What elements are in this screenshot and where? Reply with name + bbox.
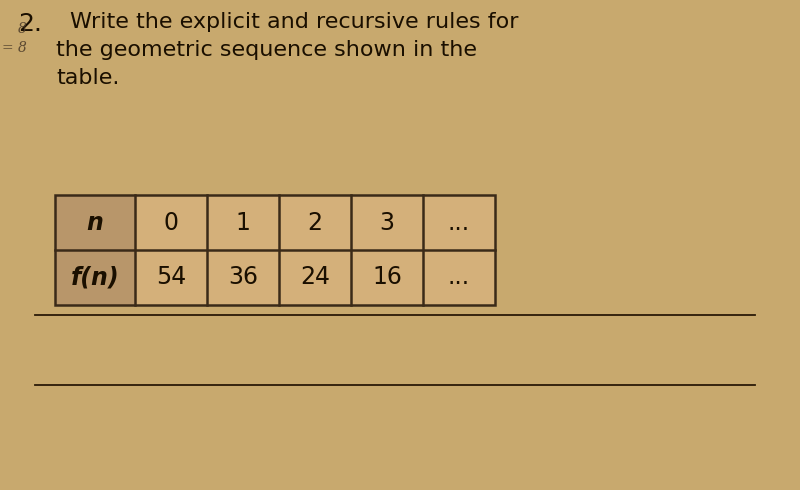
Text: f(n): f(n) bbox=[70, 266, 119, 290]
Bar bbox=[55, 195, 495, 305]
Text: ...: ... bbox=[448, 266, 470, 290]
Text: n: n bbox=[86, 211, 103, 235]
Text: 36: 36 bbox=[228, 266, 258, 290]
Bar bbox=[55, 195, 495, 305]
Text: 1: 1 bbox=[235, 211, 250, 235]
Text: 0: 0 bbox=[163, 211, 178, 235]
Text: 3: 3 bbox=[379, 211, 394, 235]
Text: 2: 2 bbox=[307, 211, 322, 235]
Text: 24: 24 bbox=[300, 266, 330, 290]
Bar bbox=[55, 250, 135, 305]
Text: 16: 16 bbox=[372, 266, 402, 290]
Text: 54: 54 bbox=[156, 266, 186, 290]
Text: Write the explicit and recursive rules for: Write the explicit and recursive rules f… bbox=[70, 12, 518, 32]
Text: = 8: = 8 bbox=[2, 41, 27, 55]
Text: ...: ... bbox=[448, 211, 470, 235]
Text: 8: 8 bbox=[18, 22, 27, 36]
Text: table.: table. bbox=[56, 68, 119, 88]
Text: 2.: 2. bbox=[18, 12, 42, 36]
Bar bbox=[55, 195, 135, 250]
Text: the geometric sequence shown in the: the geometric sequence shown in the bbox=[56, 40, 477, 60]
